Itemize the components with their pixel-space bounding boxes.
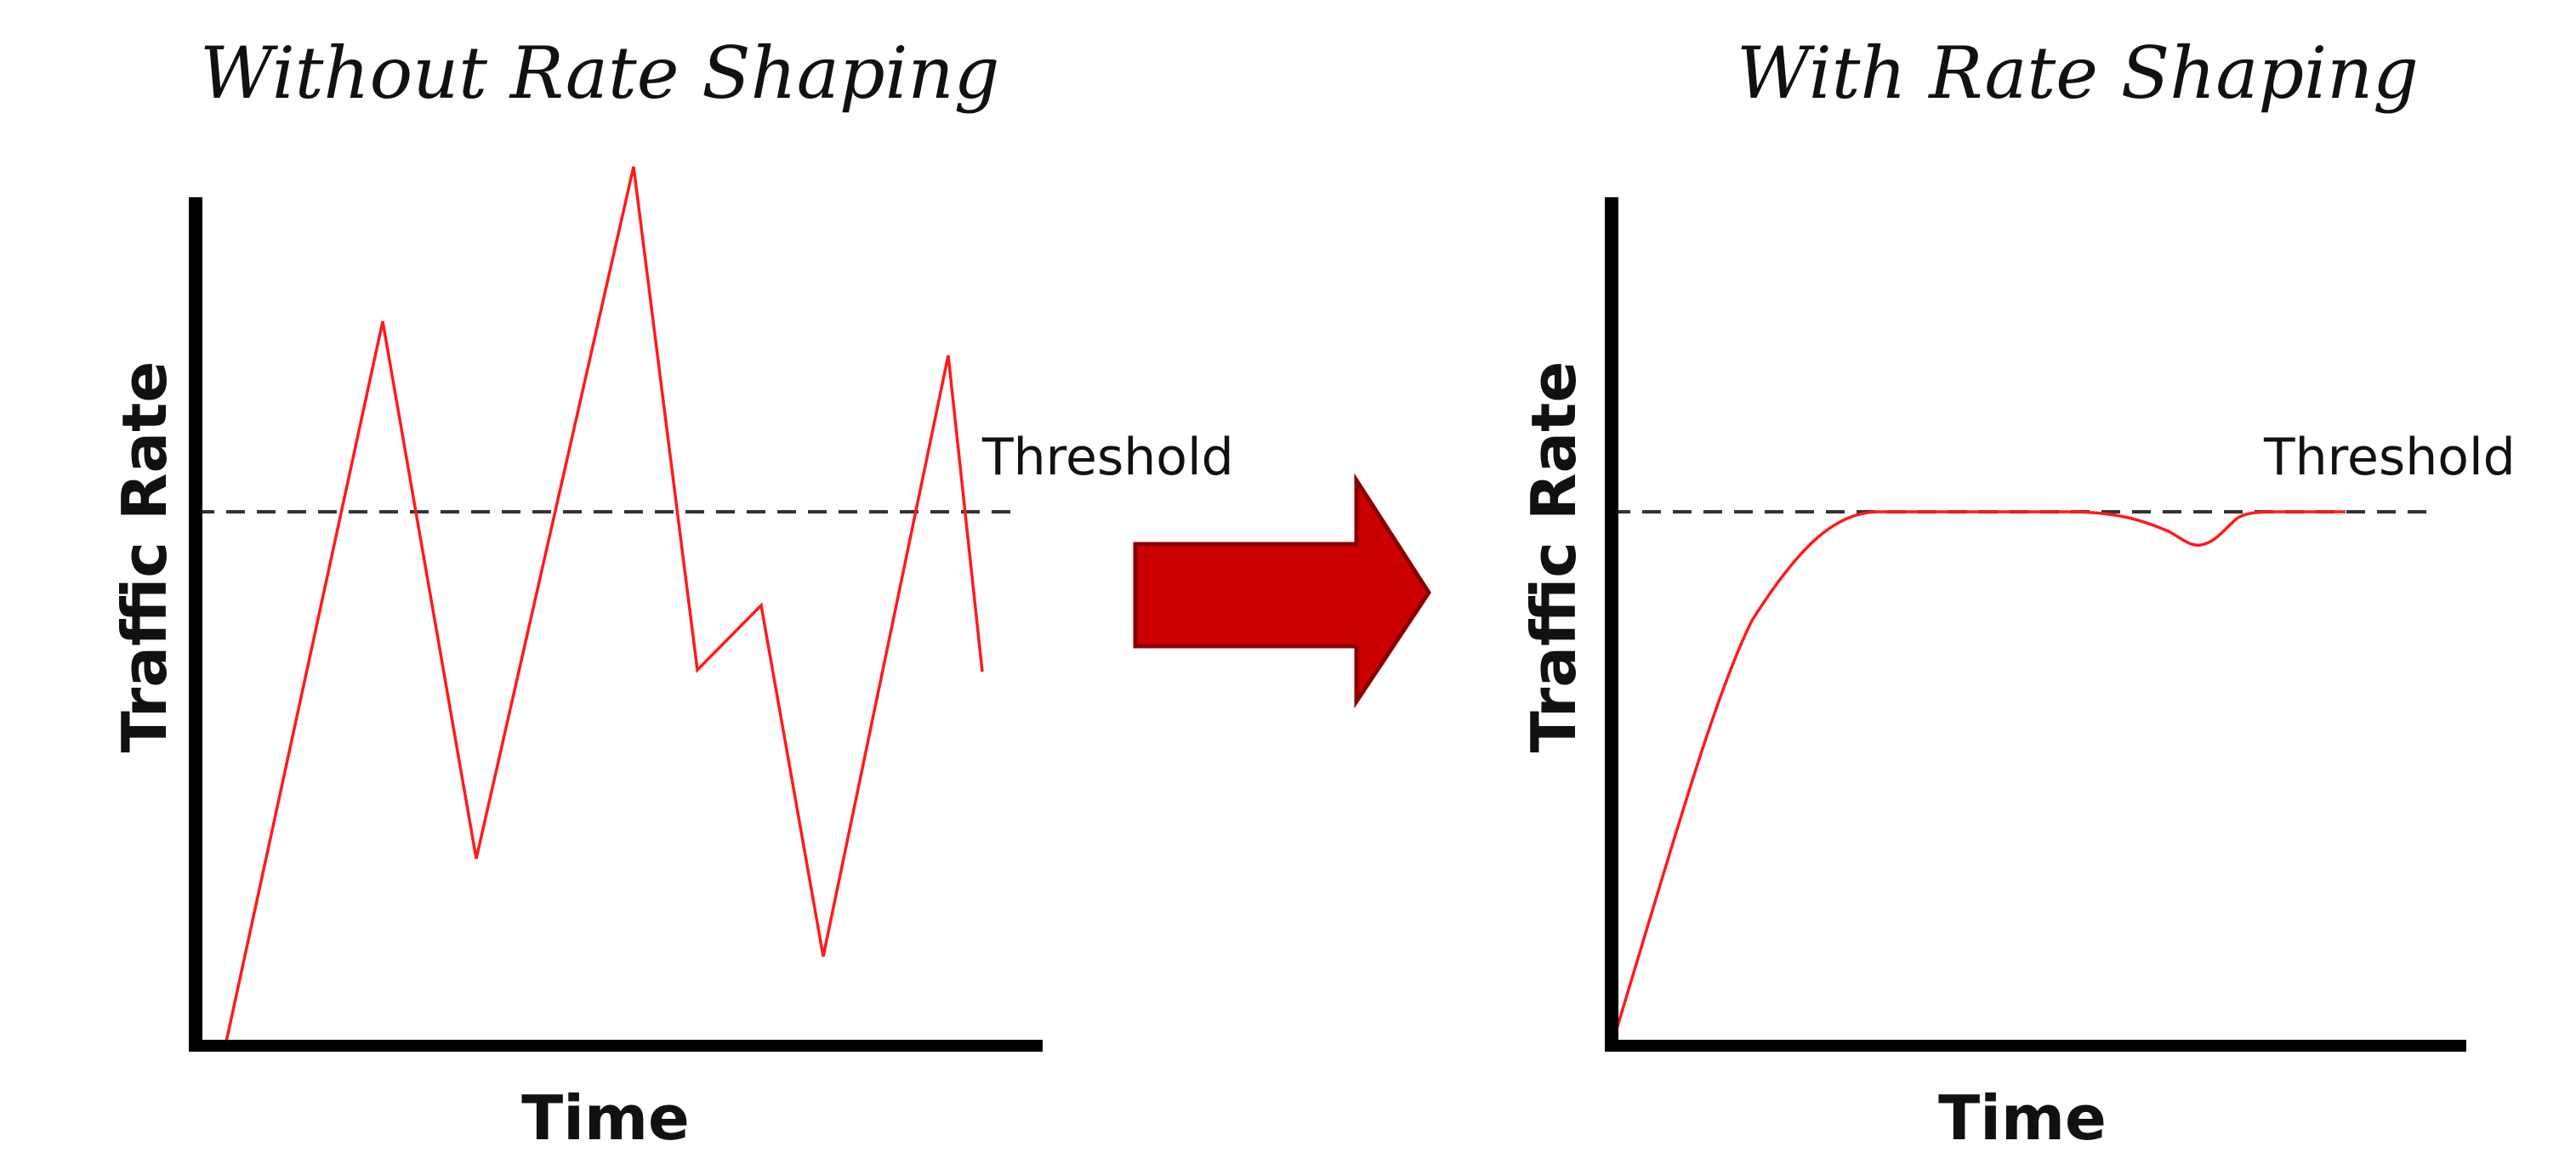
y-axis-label: Traffic Rate [109,361,180,753]
panel-title: With Rate Shaping [1737,31,2419,115]
y-axis-label: Traffic Rate [1518,361,1589,753]
panel-title: Without Rate Shaping [200,31,999,115]
x-axis-label: Time [1938,1082,2107,1154]
panel-without-rate-shaping: Without Rate Shaping Traffic Rate Time T… [109,31,1234,1154]
threshold-label: Threshold [2263,428,2516,487]
threshold-label: Threshold [981,428,1234,487]
right-arrow-icon [1133,473,1431,709]
panel-with-rate-shaping: With Rate Shaping Traffic Rate Time Thre… [1518,31,2516,1154]
traffic-rate-line [224,166,984,1047]
traffic-rate-line [1610,510,2346,1047]
x-axis-label: Time [521,1082,690,1154]
